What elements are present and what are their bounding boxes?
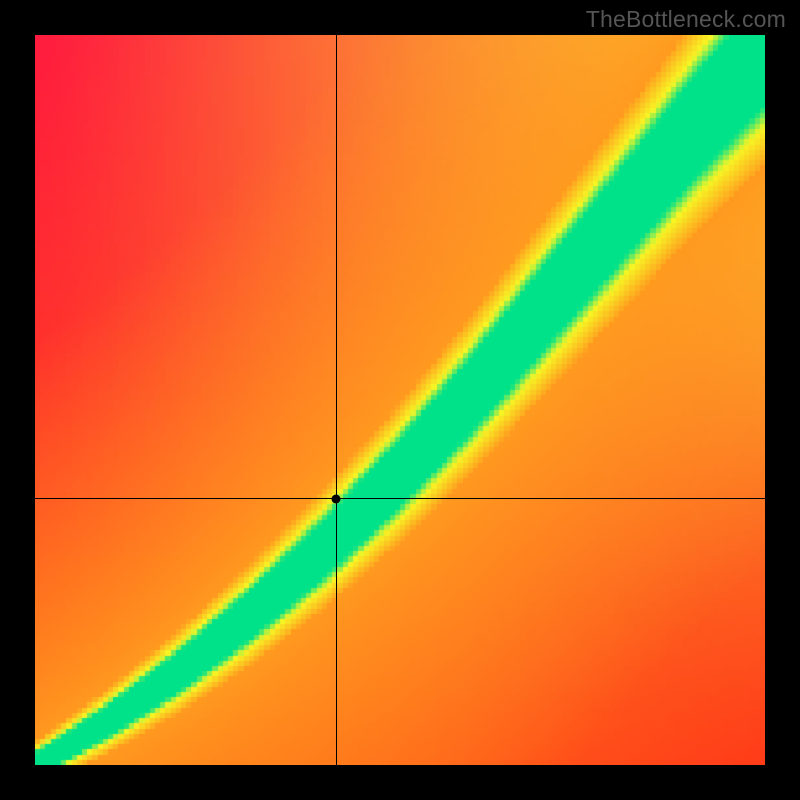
crosshair-vertical — [336, 35, 337, 765]
heatmap-canvas — [35, 35, 765, 765]
chart-container: TheBottleneck.com — [0, 0, 800, 800]
crosshair-horizontal — [35, 498, 765, 499]
watermark-text: TheBottleneck.com — [586, 6, 786, 33]
crosshair-marker — [332, 494, 341, 503]
heatmap-plot — [35, 35, 765, 765]
